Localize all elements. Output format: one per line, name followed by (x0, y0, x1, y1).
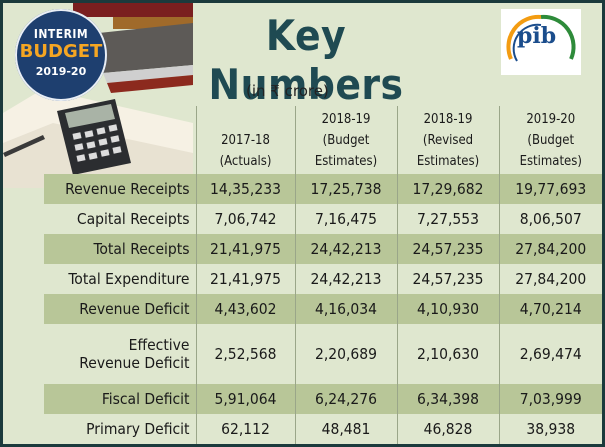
table-row: Capital Receipts 7,06,742 7,16,475 7,27,… (44, 204, 602, 234)
table-cell: 7,06,742 (195, 204, 295, 234)
table-cell: 2,69,474 (498, 324, 602, 384)
table-row: Total Receipts 21,41,975 24,42,213 24,57… (44, 234, 602, 264)
row-label: Effective Revenue Deficit (44, 324, 196, 384)
table-row: Revenue Deficit 4,43,602 4,16,034 4,10,9… (44, 294, 602, 324)
table-cell: 21,41,975 (195, 264, 295, 294)
unit-note: (in ₹ crore) (246, 82, 329, 100)
table-cell: 2,10,630 (396, 324, 499, 384)
table-row: Revenue Receipts 14,35,233 17,25,738 17,… (44, 174, 602, 204)
row-label: Capital Receipts (44, 204, 196, 234)
pib-emblem-icon (506, 14, 576, 62)
table-cell: 7,03,999 (498, 384, 602, 414)
table-cell: 24,57,235 (396, 264, 499, 294)
interim-budget-badge: INTERIM BUDGET 2019-20 (15, 9, 107, 101)
table-cell: 7,27,553 (396, 204, 499, 234)
table-cell: 21,41,975 (195, 234, 295, 264)
column-header: 2018-19 (Revised Estimates) (396, 106, 499, 174)
table-row: Fiscal Deficit 5,91,064 6,24,276 6,34,39… (44, 384, 602, 414)
table-cell: 38,938 (498, 414, 602, 444)
table-cell: 5,91,064 (195, 384, 295, 414)
row-label: Primary Deficit (44, 414, 196, 444)
table-cell: 6,24,276 (294, 384, 397, 414)
row-label: Total Expenditure (44, 264, 196, 294)
key-numbers-table: 2017-18 (Actuals) 2018-19 (Budget Estimates… (44, 106, 602, 444)
column-header: 2019-20 (Budget Estimates) (498, 106, 602, 174)
table-cell: 24,42,213 (294, 264, 397, 294)
table-cell: 4,43,602 (195, 294, 295, 324)
table-cell: 24,57,235 (396, 234, 499, 264)
table-cell: 8,06,507 (498, 204, 602, 234)
table-cell: 17,29,682 (396, 174, 499, 204)
page-title: Key Numbers (208, 11, 404, 109)
row-label: Total Receipts (44, 234, 196, 264)
table-cell: 6,34,398 (396, 384, 499, 414)
table-cell: 2,20,689 (294, 324, 397, 384)
table-cell: 14,35,233 (195, 174, 295, 204)
table-cell: 7,16,475 (294, 204, 397, 234)
header-label-cell (44, 106, 196, 174)
table-cell: 48,481 (294, 414, 397, 444)
row-label: Fiscal Deficit (44, 384, 196, 414)
table-row: Primary Deficit 62,112 48,481 46,828 38,… (44, 414, 602, 444)
pib-logo-text: pib (517, 23, 557, 49)
table-cell: 2,52,568 (195, 324, 295, 384)
table-cell: 27,84,200 (498, 264, 602, 294)
table-cell: 4,70,214 (498, 294, 602, 324)
badge-line-year: 2019-20 (35, 65, 87, 78)
table-cell: 46,828 (396, 414, 499, 444)
column-header: 2017-18 (Actuals) (195, 106, 295, 174)
table-row: Total Expenditure 21,41,975 24,42,213 24… (44, 264, 602, 294)
row-label: Revenue Deficit (44, 294, 196, 324)
calculator-icon (57, 99, 131, 175)
table-cell: 24,42,213 (294, 234, 397, 264)
table-cell: 27,84,200 (498, 234, 602, 264)
pib-logo: pib (501, 9, 581, 75)
column-header: 2018-19 (Budget Estimates) (294, 106, 397, 174)
table-cell: 4,16,034 (294, 294, 397, 324)
table-cell: 4,10,930 (396, 294, 499, 324)
table-cell: 17,25,738 (294, 174, 397, 204)
table-cell: 62,112 (195, 414, 295, 444)
badge-line-interim: INTERIM (33, 27, 89, 41)
desk-illustration (3, 3, 193, 188)
row-label: Revenue Receipts (44, 174, 196, 204)
badge-line-budget: BUDGET (19, 41, 103, 62)
table-header-row: 2017-18 (Actuals) 2018-19 (Budget Estimates… (44, 106, 602, 174)
table-row: Effective Revenue Deficit 2,52,568 2,20,6… (44, 324, 602, 384)
table-cell: 19,77,693 (498, 174, 602, 204)
